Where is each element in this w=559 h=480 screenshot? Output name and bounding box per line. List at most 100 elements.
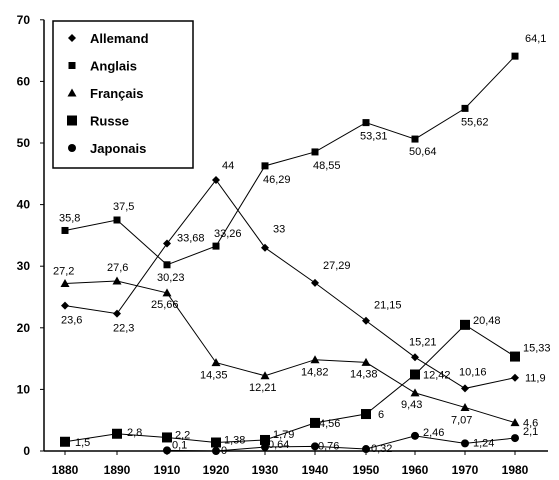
- point-allemand: [411, 353, 419, 362]
- legend-label-francais: Français: [90, 86, 143, 101]
- y-tick-label: 60: [17, 74, 31, 88]
- point-anglais: [61, 226, 69, 234]
- point-russe: [260, 434, 270, 445]
- point-russe: [460, 319, 470, 330]
- data-label-anglais: 55,62: [461, 116, 489, 128]
- point-anglais: [212, 242, 220, 250]
- data-label-russe: 15,33: [523, 343, 551, 355]
- legend-box: [52, 20, 194, 169]
- data-label-russe: 6: [378, 409, 384, 421]
- legend-label-anglais: Anglais: [90, 59, 137, 74]
- point-russe: [112, 428, 122, 439]
- x-tick-label: 1970: [452, 463, 479, 477]
- data-label-russe: 1,38: [224, 434, 245, 446]
- point-russe: [211, 437, 221, 448]
- point-francais: [60, 278, 70, 287]
- point-japonais: [362, 445, 370, 454]
- data-label-anglais: 35,8: [59, 212, 80, 224]
- data-label-francais: 14,82: [301, 367, 329, 379]
- point-anglais: [411, 135, 419, 143]
- point-allemand: [61, 301, 69, 310]
- point-japonais: [311, 442, 319, 451]
- x-tick-label: 1980: [502, 463, 529, 477]
- point-allemand: [461, 384, 469, 393]
- data-label-anglais: 50,64: [409, 146, 437, 158]
- data-label-anglais: 30,23: [157, 272, 185, 284]
- series-lines: [64, 55, 516, 452]
- data-label-japonais: 1,24: [473, 437, 494, 449]
- series-markers: [60, 52, 520, 455]
- data-label-russe: 12,42: [423, 369, 451, 381]
- data-label-allemand: 21,15: [374, 300, 402, 312]
- point-russe: [510, 351, 520, 362]
- x-tick-label: 1920: [203, 463, 230, 477]
- point-francais: [510, 418, 520, 427]
- point-japonais: [411, 431, 419, 440]
- point-francais: [460, 402, 470, 411]
- data-label-francais: 25,66: [151, 299, 179, 311]
- point-anglais: [511, 52, 519, 60]
- data-label-japonais: 0,1: [172, 439, 187, 451]
- data-label-francais: 7,07: [451, 414, 472, 426]
- data-label-japonais: 0,64: [268, 439, 289, 451]
- data-label-allemand: 10,16: [459, 366, 487, 378]
- point-anglais: [362, 119, 370, 127]
- point-allemand: [212, 175, 220, 184]
- y-tick-label: 20: [17, 321, 31, 335]
- point-francais: [310, 355, 320, 364]
- x-tick-label: 1930: [252, 463, 279, 477]
- legend: Allemand Anglais Français Russe Japonais: [52, 20, 194, 169]
- legend-marker-russe: [67, 115, 77, 126]
- point-allemand: [362, 316, 370, 325]
- data-labels: 23,6 22,3 33,68 44 33 27,29 21,15 15,21 10,16 11,…: [53, 33, 551, 457]
- point-anglais: [113, 216, 121, 224]
- point-japonais: [461, 439, 469, 448]
- data-label-allemand: 27,29: [323, 260, 351, 272]
- series-line-japonais: [166, 435, 516, 452]
- point-allemand: [113, 309, 121, 318]
- point-allemand: [163, 239, 171, 248]
- point-francais: [410, 388, 420, 397]
- legend-marker-francais: [67, 88, 77, 97]
- data-label-francais: 27,2: [53, 265, 74, 277]
- point-anglais: [461, 104, 469, 112]
- data-label-allemand: 11,9: [525, 373, 546, 385]
- point-anglais: [163, 261, 171, 269]
- point-francais: [112, 276, 122, 285]
- point-francais: [260, 371, 270, 380]
- x-tick-label: 1950: [353, 463, 380, 477]
- legend-marker-japonais: [68, 144, 76, 152]
- data-label-japonais: 2,46: [423, 427, 444, 439]
- point-francais: [361, 357, 371, 366]
- point-japonais: [163, 446, 171, 455]
- data-label-russe: 2,2: [175, 429, 190, 441]
- data-label-allemand: 23,6: [61, 315, 82, 327]
- point-russe: [310, 417, 320, 428]
- legend-marker-anglais: [68, 62, 76, 69]
- data-label-japonais: 2,1: [523, 426, 538, 438]
- x-tick-label: 1890: [104, 463, 131, 477]
- data-label-russe: 2,8: [127, 427, 142, 439]
- point-francais: [211, 358, 221, 367]
- series-line-allemand: [64, 179, 516, 389]
- x-tick-label: 1910: [154, 463, 181, 477]
- x-tick-label: 1940: [302, 463, 329, 477]
- y-tick-label: 0: [23, 444, 30, 458]
- data-label-francais: 12,21: [249, 382, 277, 394]
- point-russe: [361, 409, 371, 420]
- data-label-allemand: 33: [273, 224, 285, 236]
- data-label-francais: 14,38: [350, 368, 378, 380]
- y-tick-label: 70: [17, 13, 31, 27]
- point-japonais: [261, 443, 269, 452]
- point-japonais: [511, 434, 519, 443]
- data-label-japonais: 0: [221, 445, 227, 457]
- data-label-francais: 9,43: [401, 399, 422, 411]
- series-line-anglais: [64, 55, 516, 266]
- legend-label-russe: Russe: [90, 114, 129, 129]
- x-tick-label: 1960: [402, 463, 429, 477]
- data-label-russe: 20,48: [473, 315, 501, 327]
- data-label-anglais: 53,31: [360, 131, 388, 143]
- data-label-russe: 1,5: [75, 437, 90, 449]
